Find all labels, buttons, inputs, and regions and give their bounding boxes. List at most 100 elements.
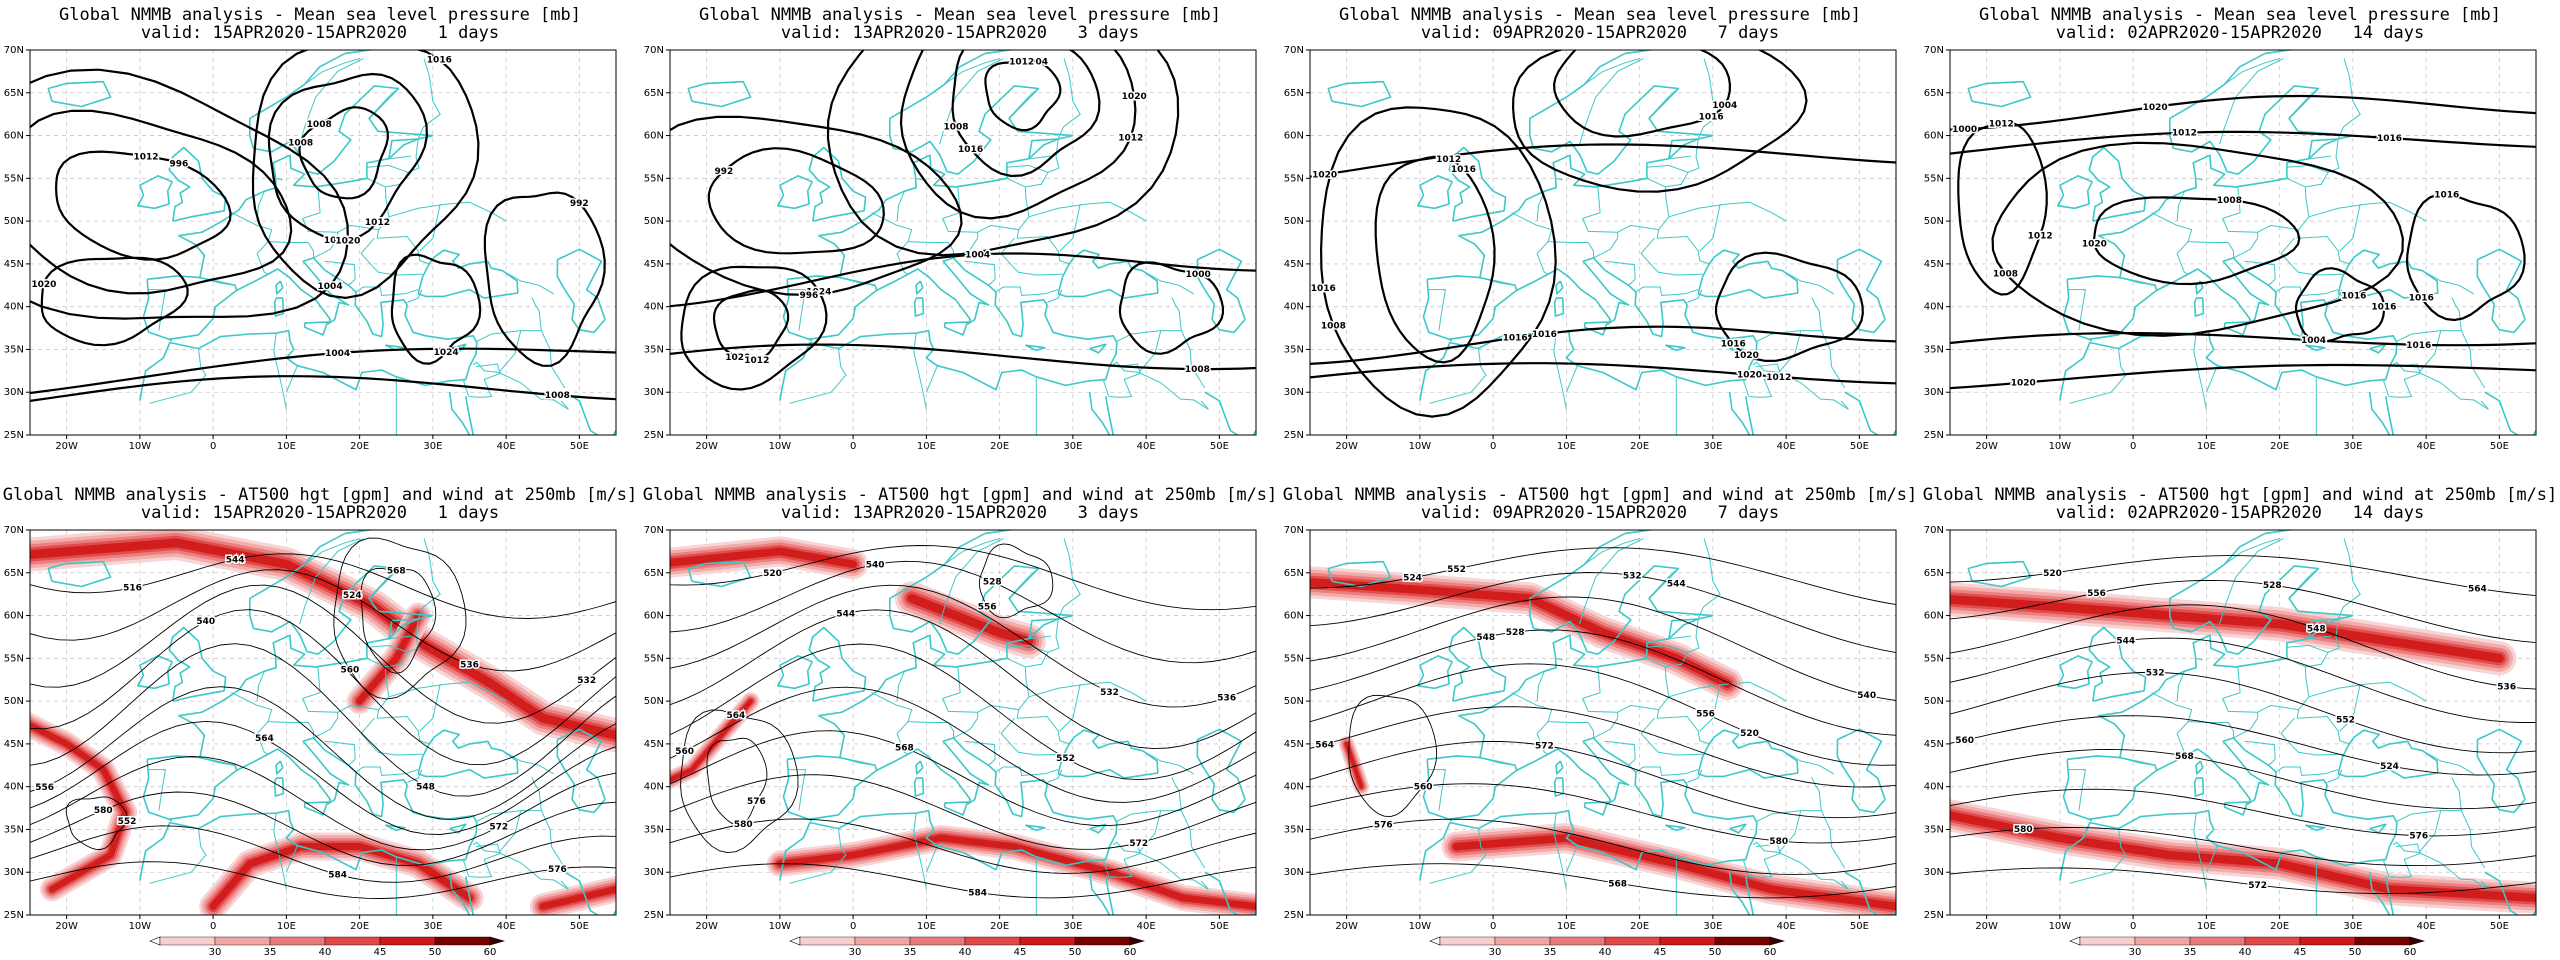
country-border (1479, 757, 1516, 766)
lon-tick-label: 10E (917, 441, 936, 452)
country-border (1109, 363, 1141, 398)
lat-tick-label: 45N (1924, 259, 1944, 270)
lat-tick-label: 35N (1924, 824, 1944, 835)
contour-label: 536 (1217, 694, 1236, 704)
lon-tick-label: 10E (277, 921, 296, 932)
isobar (251, 50, 480, 300)
contour-label: 564 (255, 734, 274, 744)
country-border (1103, 379, 1110, 397)
lat-tick-label: 40N (1924, 782, 1944, 793)
lon-tick-label: 40E (1777, 441, 1796, 452)
wind-colorbar: 30 35 40 45 50 60 (149, 936, 506, 958)
isobar (483, 191, 606, 367)
country-border (1604, 260, 1636, 286)
height-contour (670, 609, 1256, 750)
coastline (2195, 760, 2204, 775)
isobar (298, 106, 389, 200)
lat-tick-label: 45N (1284, 259, 1304, 270)
coastlines (1967, 530, 2536, 915)
lat-tick-label: 65N (1284, 88, 1304, 99)
coastline (2169, 530, 2361, 655)
country-border (2422, 750, 2474, 775)
lat-tick-label: 70N (644, 45, 664, 56)
coastline (1836, 248, 1886, 334)
country-border (1057, 538, 1081, 620)
lat-tick-label: 30N (4, 867, 24, 878)
colorbar-label: 50 (429, 947, 442, 958)
wind-shading (1950, 582, 2536, 914)
height-contour (670, 686, 1256, 803)
country-border (2383, 859, 2390, 877)
lon-tick-label: 40E (2417, 441, 2436, 452)
country-border (2383, 379, 2390, 397)
contour-label: 560 (675, 747, 694, 757)
country-border (1699, 683, 1721, 732)
coastline (177, 134, 434, 278)
country-border (1112, 810, 1162, 854)
lon-tick-label: 0 (850, 441, 856, 452)
lat-tick-label: 65N (1284, 568, 1304, 579)
map-plot-area: 1008 1008 1012 1016 1004 1000 1012 1016 1020 1020… (1950, 50, 2536, 435)
country-border (944, 58, 1000, 85)
jet-band (30, 722, 129, 893)
wind-shading (670, 536, 1256, 915)
isobar (1950, 363, 2536, 390)
country-border (469, 363, 501, 398)
isobar (2093, 196, 2301, 286)
colorbar-label: 45 (2294, 947, 2307, 958)
isobar (1950, 130, 2536, 155)
country-border (1640, 717, 1703, 756)
coastline (273, 777, 285, 797)
coastline (2156, 737, 2328, 818)
coastline (2156, 257, 2328, 338)
coastline (1327, 560, 1392, 588)
wind-colorbar: 30 35 40 45 50 60 (1429, 936, 1786, 958)
isobar (1118, 261, 1225, 355)
lon-tick-label: 20E (990, 441, 1009, 452)
country-border (2308, 155, 2331, 160)
coastline (388, 618, 419, 640)
panel-valid-range: valid: 15APR2020-15APR2020 1 days (140, 503, 500, 523)
lon-tick-label: 20E (350, 921, 369, 932)
contour-label: 556 (35, 783, 54, 793)
lon-tick-label: 30E (423, 921, 442, 932)
jet-band (356, 612, 422, 705)
country-border (1565, 845, 1578, 873)
lat-tick-label: 45N (4, 259, 24, 270)
lon-tick-label: 50E (2490, 441, 2509, 452)
lon-tick-label: 40E (1137, 441, 1156, 452)
country-border (1668, 201, 1787, 222)
map-plot-area: 996 1004 1008 1012 1016 1020 1024 992 1004 1008 10… (30, 50, 616, 435)
contour-label: 1016 (1451, 165, 1476, 175)
country-border (2308, 201, 2427, 222)
coastline (2088, 818, 2093, 822)
colorbar-label: 35 (904, 947, 917, 958)
country-border (1511, 692, 1553, 755)
colorbar-label: 50 (1709, 947, 1722, 958)
coastline (1008, 87, 1039, 119)
height-contour (1310, 596, 1896, 701)
country-border (2275, 286, 2339, 297)
contour-label: 1020 (2143, 103, 2168, 113)
height-contour (30, 756, 616, 851)
coastline (1457, 134, 1714, 278)
height-contour (30, 825, 616, 883)
country-border (1028, 155, 1051, 160)
contour-label: 1020 (725, 353, 750, 363)
country-border (2195, 177, 2203, 181)
mslp-panel-1day: Global NMMB analysis - Mean sea level pr… (0, 0, 640, 480)
contour-label: 572 (1535, 741, 1554, 751)
coastline (236, 257, 408, 338)
height-contour (30, 686, 616, 820)
height-contour (30, 553, 616, 619)
country-border (2305, 138, 2340, 188)
lon-tick-label: 30E (1063, 921, 1082, 932)
country-border (1749, 363, 1781, 398)
coastline (1728, 872, 1751, 915)
coastline (913, 777, 925, 797)
map-plot-area: 516 524 532 540 548 556 564 572 580 584 576 568 560 5… (30, 530, 616, 915)
height-contours (670, 543, 1256, 899)
hgt500-wind-map: 524 532 540 548 556 564 572 580 576 568 560 552 544 5… (1284, 525, 1897, 958)
hgt500-panel-1day: Global NMMB analysis - AT500 hgt [gpm] a… (0, 480, 640, 960)
country-border (1016, 709, 1070, 745)
